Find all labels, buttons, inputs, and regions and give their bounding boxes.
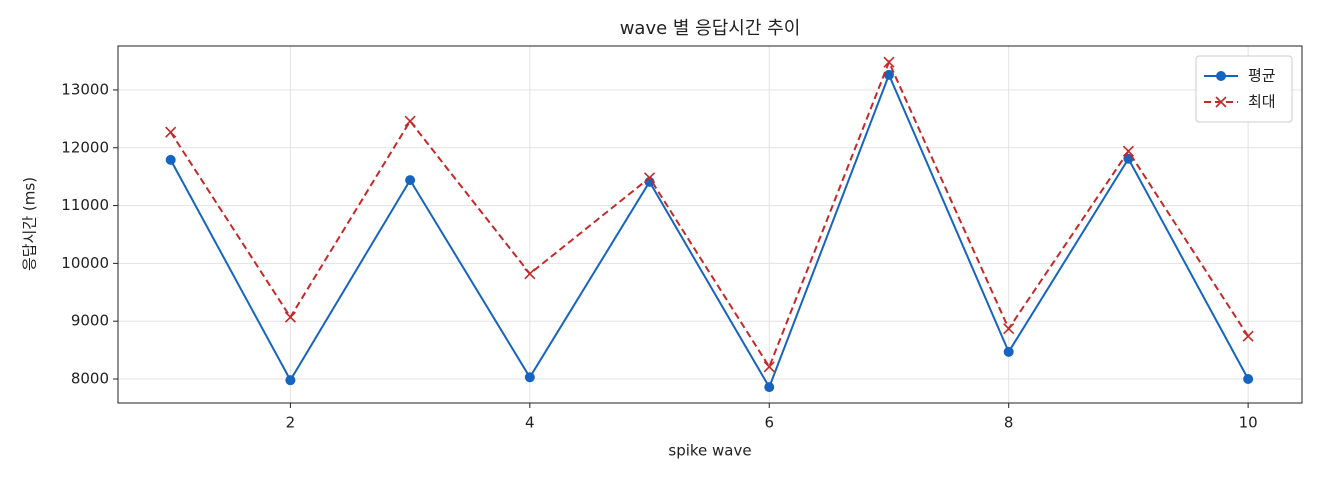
marker — [1003, 346, 1014, 357]
marker — [883, 56, 895, 68]
line — [169, 72, 1250, 390]
marker — [1003, 323, 1015, 335]
legend-marker — [1216, 71, 1226, 81]
marker — [1242, 330, 1254, 342]
legend-label: 최대 — [1248, 93, 1276, 111]
marker — [643, 172, 656, 184]
marker — [1243, 374, 1254, 385]
line — [169, 59, 1249, 370]
y-tick-label: 12000 — [61, 138, 109, 156]
legend-box — [1195, 55, 1293, 123]
marker — [404, 115, 416, 127]
y-tick-label: 8000 — [71, 370, 109, 388]
y-tick-label: 13000 — [61, 80, 109, 98]
marker — [764, 382, 775, 393]
x-tick-label: 2 — [286, 414, 296, 432]
x-axis-label: spike wave — [668, 442, 751, 460]
marker — [524, 268, 536, 280]
marker — [405, 175, 416, 186]
x-tick-label: 10 — [1239, 414, 1258, 432]
marker — [165, 126, 177, 138]
marker — [883, 69, 894, 80]
marker — [1122, 145, 1134, 157]
marker — [763, 361, 775, 373]
marker — [165, 154, 176, 165]
y-tick-label: 10000 — [61, 254, 109, 272]
marker — [524, 372, 535, 383]
y-tick-label: 9000 — [71, 312, 109, 330]
chart-title: wave 별 응답시간 추이 — [620, 18, 801, 39]
legend-label: 평균 — [1248, 67, 1276, 85]
plot-frame — [117, 45, 1303, 404]
marker — [285, 375, 296, 386]
x-tick-label: 6 — [764, 414, 774, 432]
legend-marker — [1215, 96, 1227, 108]
x-tick-label: 4 — [525, 414, 535, 432]
marker — [284, 311, 296, 323]
y-tick-label: 11000 — [61, 196, 109, 214]
y-axis-label: 응답시간 (ms) — [21, 177, 39, 271]
x-tick-label: 8 — [1004, 414, 1014, 432]
